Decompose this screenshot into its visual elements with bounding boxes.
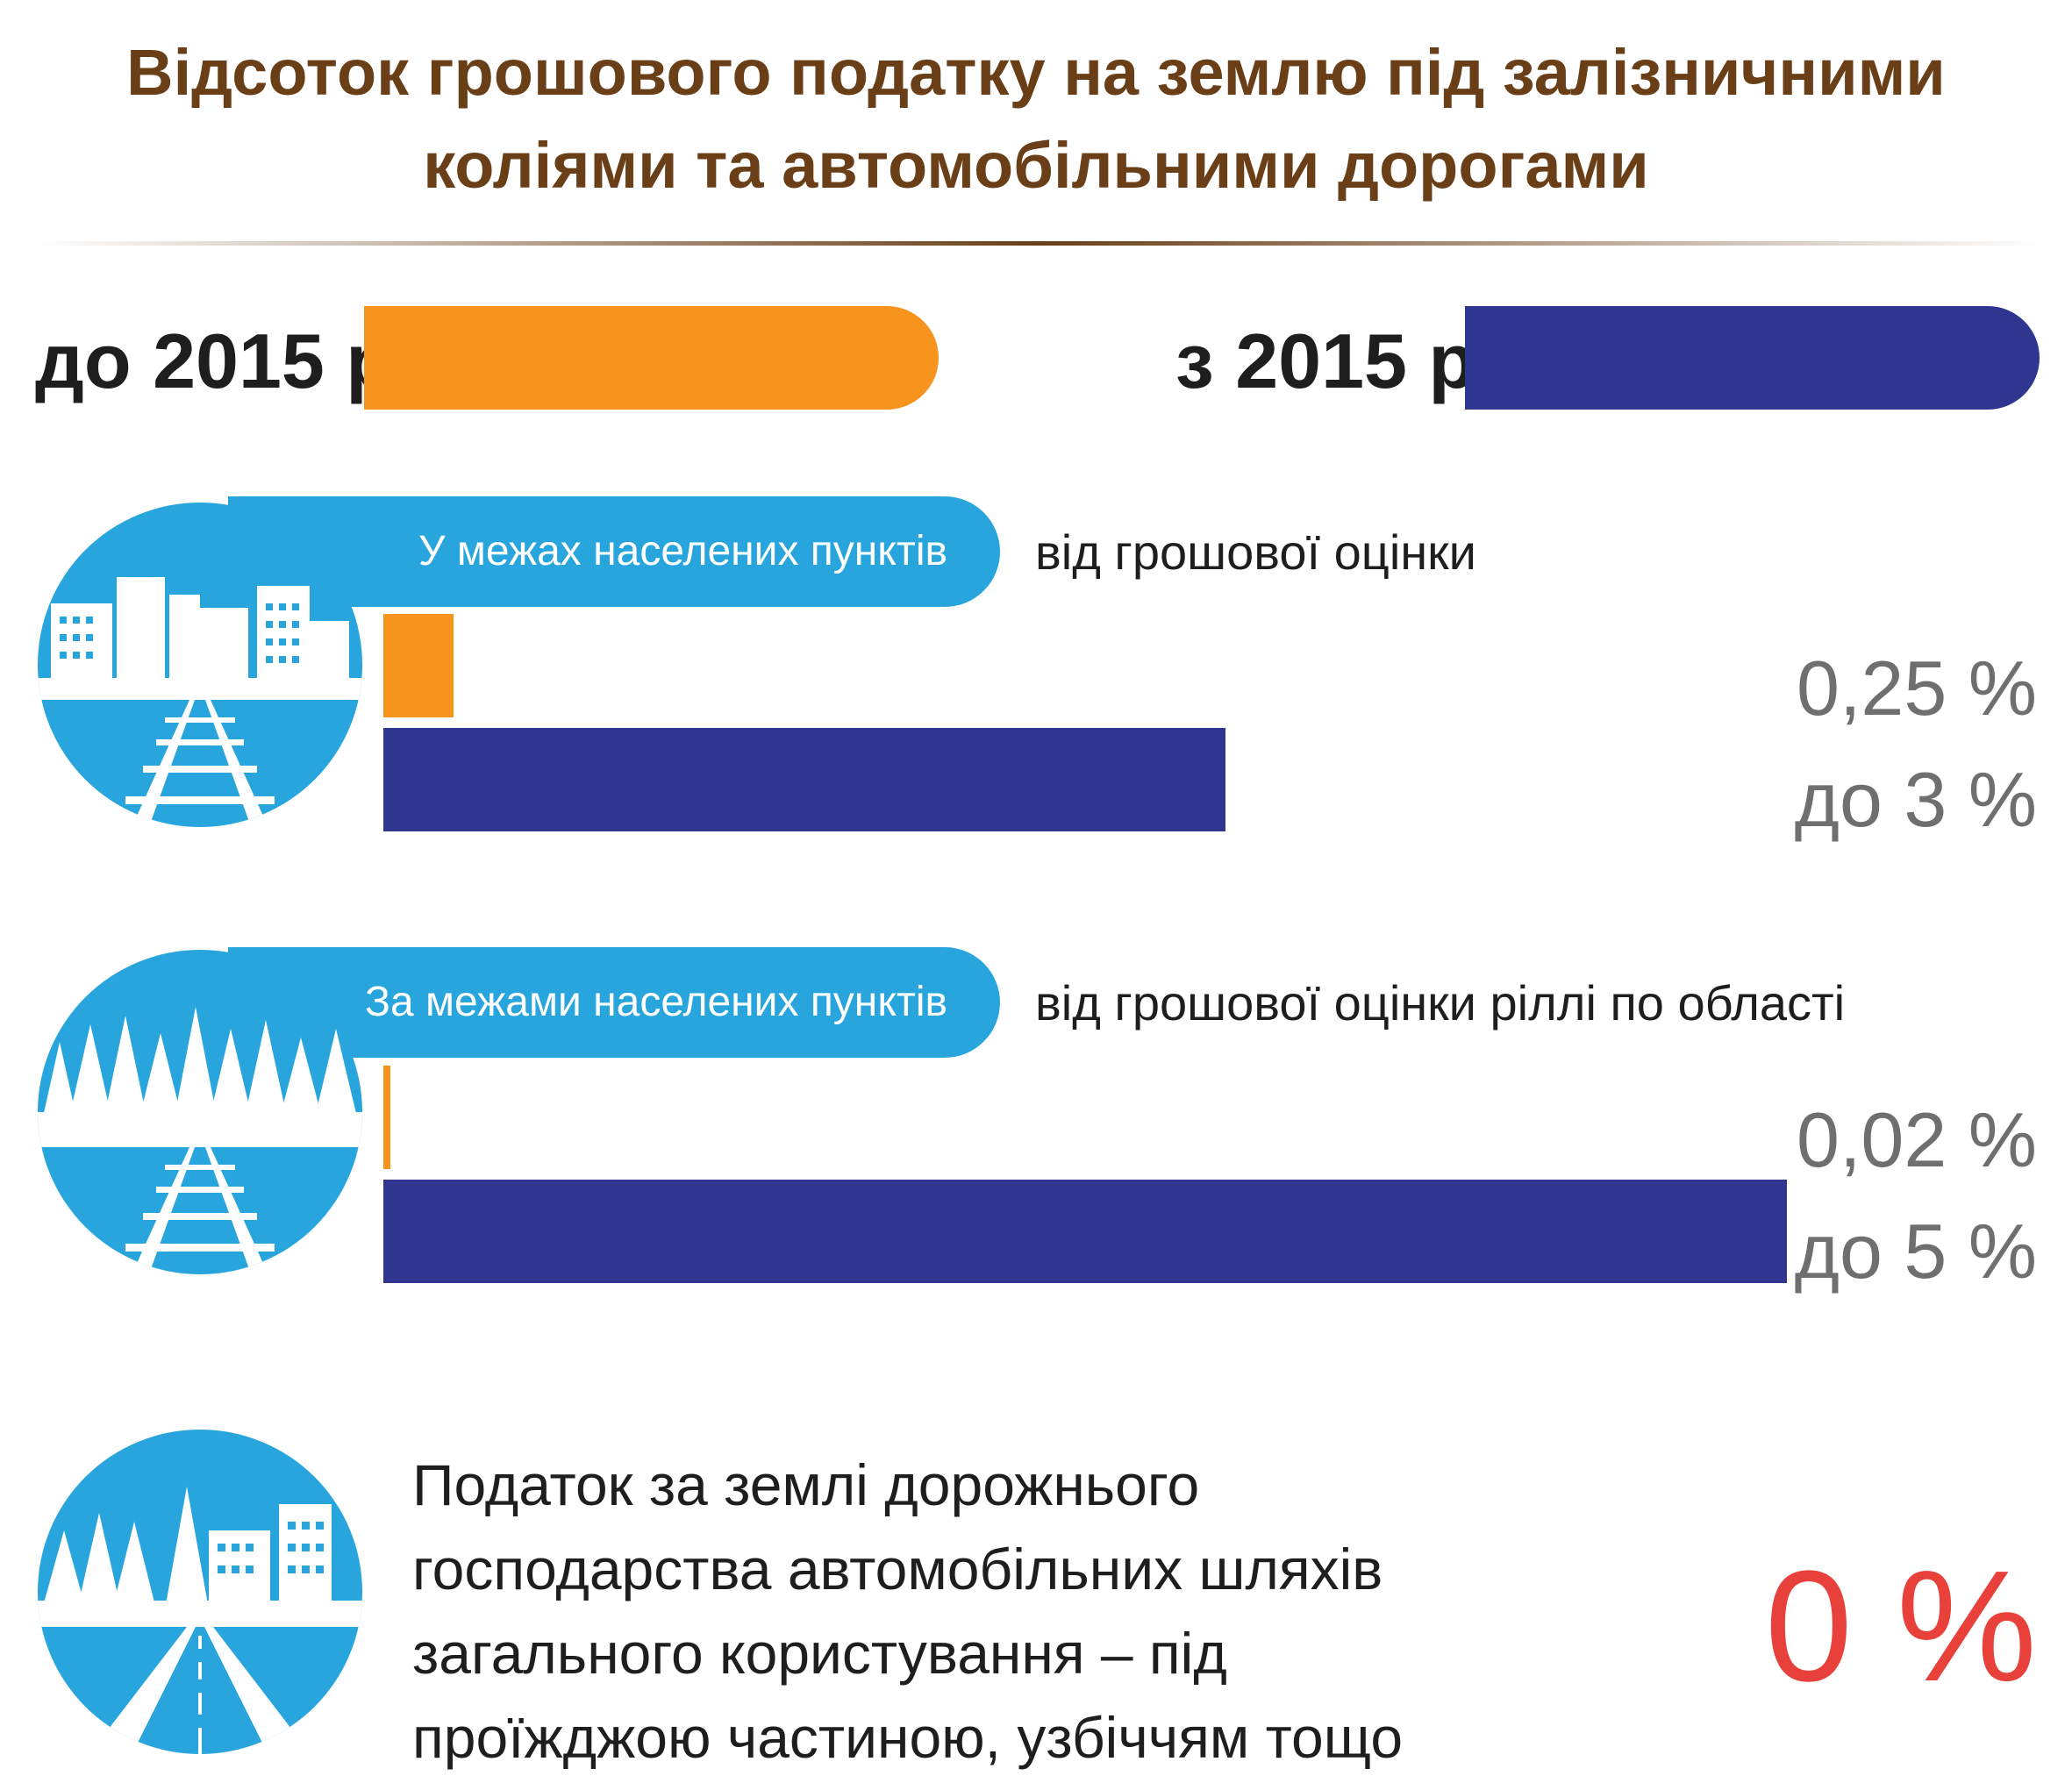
bar-rural-from-2015 bbox=[383, 1180, 1787, 1283]
percent-before-rural: 0,02 % bbox=[1797, 1096, 2037, 1183]
road-tax-value: 0 % bbox=[1764, 1538, 2037, 1715]
legend-swatch-after bbox=[1465, 306, 2040, 410]
percent-after-urban: до 3 % bbox=[1794, 756, 2037, 843]
road-tax-note-line-4: проїжджою частиною, узбіччям тощо bbox=[412, 1705, 1404, 1770]
forest-railway-icon bbox=[38, 950, 362, 1274]
title-line-2: коліями та автомобільними дорогами bbox=[423, 129, 1649, 202]
road-forest-city-icon bbox=[38, 1430, 362, 1754]
basis-text-rural: від грошової оцінки ріллі по області bbox=[1035, 975, 1846, 1031]
title-divider bbox=[35, 241, 2044, 246]
page-title: Відсоток грошового податку на землю під … bbox=[0, 26, 2072, 212]
road-tax-note-line-1: Податок за землі дорожнього bbox=[412, 1452, 1200, 1517]
category-pill-rural: За межами населених пунктів bbox=[228, 947, 1000, 1058]
city-railway-icon bbox=[38, 503, 362, 827]
bar-urban-before-2015 bbox=[383, 614, 454, 717]
bars-urban bbox=[383, 614, 1225, 831]
road-tax-note-line-3: загального користування – під bbox=[412, 1621, 1227, 1686]
legend-label-after: з 2015 р. bbox=[1175, 317, 1497, 404]
basis-text-urban: від грошової оцінки bbox=[1035, 524, 1476, 580]
legend-swatch-before bbox=[364, 306, 939, 410]
bar-rural-before-2015 bbox=[383, 1066, 390, 1169]
percent-before-urban: 0,25 % bbox=[1797, 645, 2037, 731]
legend-label-before: до 2015 р. bbox=[35, 317, 415, 404]
category-pill-urban: У межах населених пунктів bbox=[228, 496, 1000, 607]
road-tax-note: Податок за землі дорожнього господарства… bbox=[412, 1443, 1403, 1779]
title-line-1: Відсоток грошового податку на землю під … bbox=[126, 36, 1946, 109]
bar-urban-from-2015 bbox=[383, 728, 1225, 831]
bars-rural bbox=[383, 1066, 1787, 1283]
road-tax-note-line-2: господарства автомобільних шляхів bbox=[412, 1537, 1383, 1601]
percent-after-rural: до 5 % bbox=[1794, 1208, 2037, 1294]
